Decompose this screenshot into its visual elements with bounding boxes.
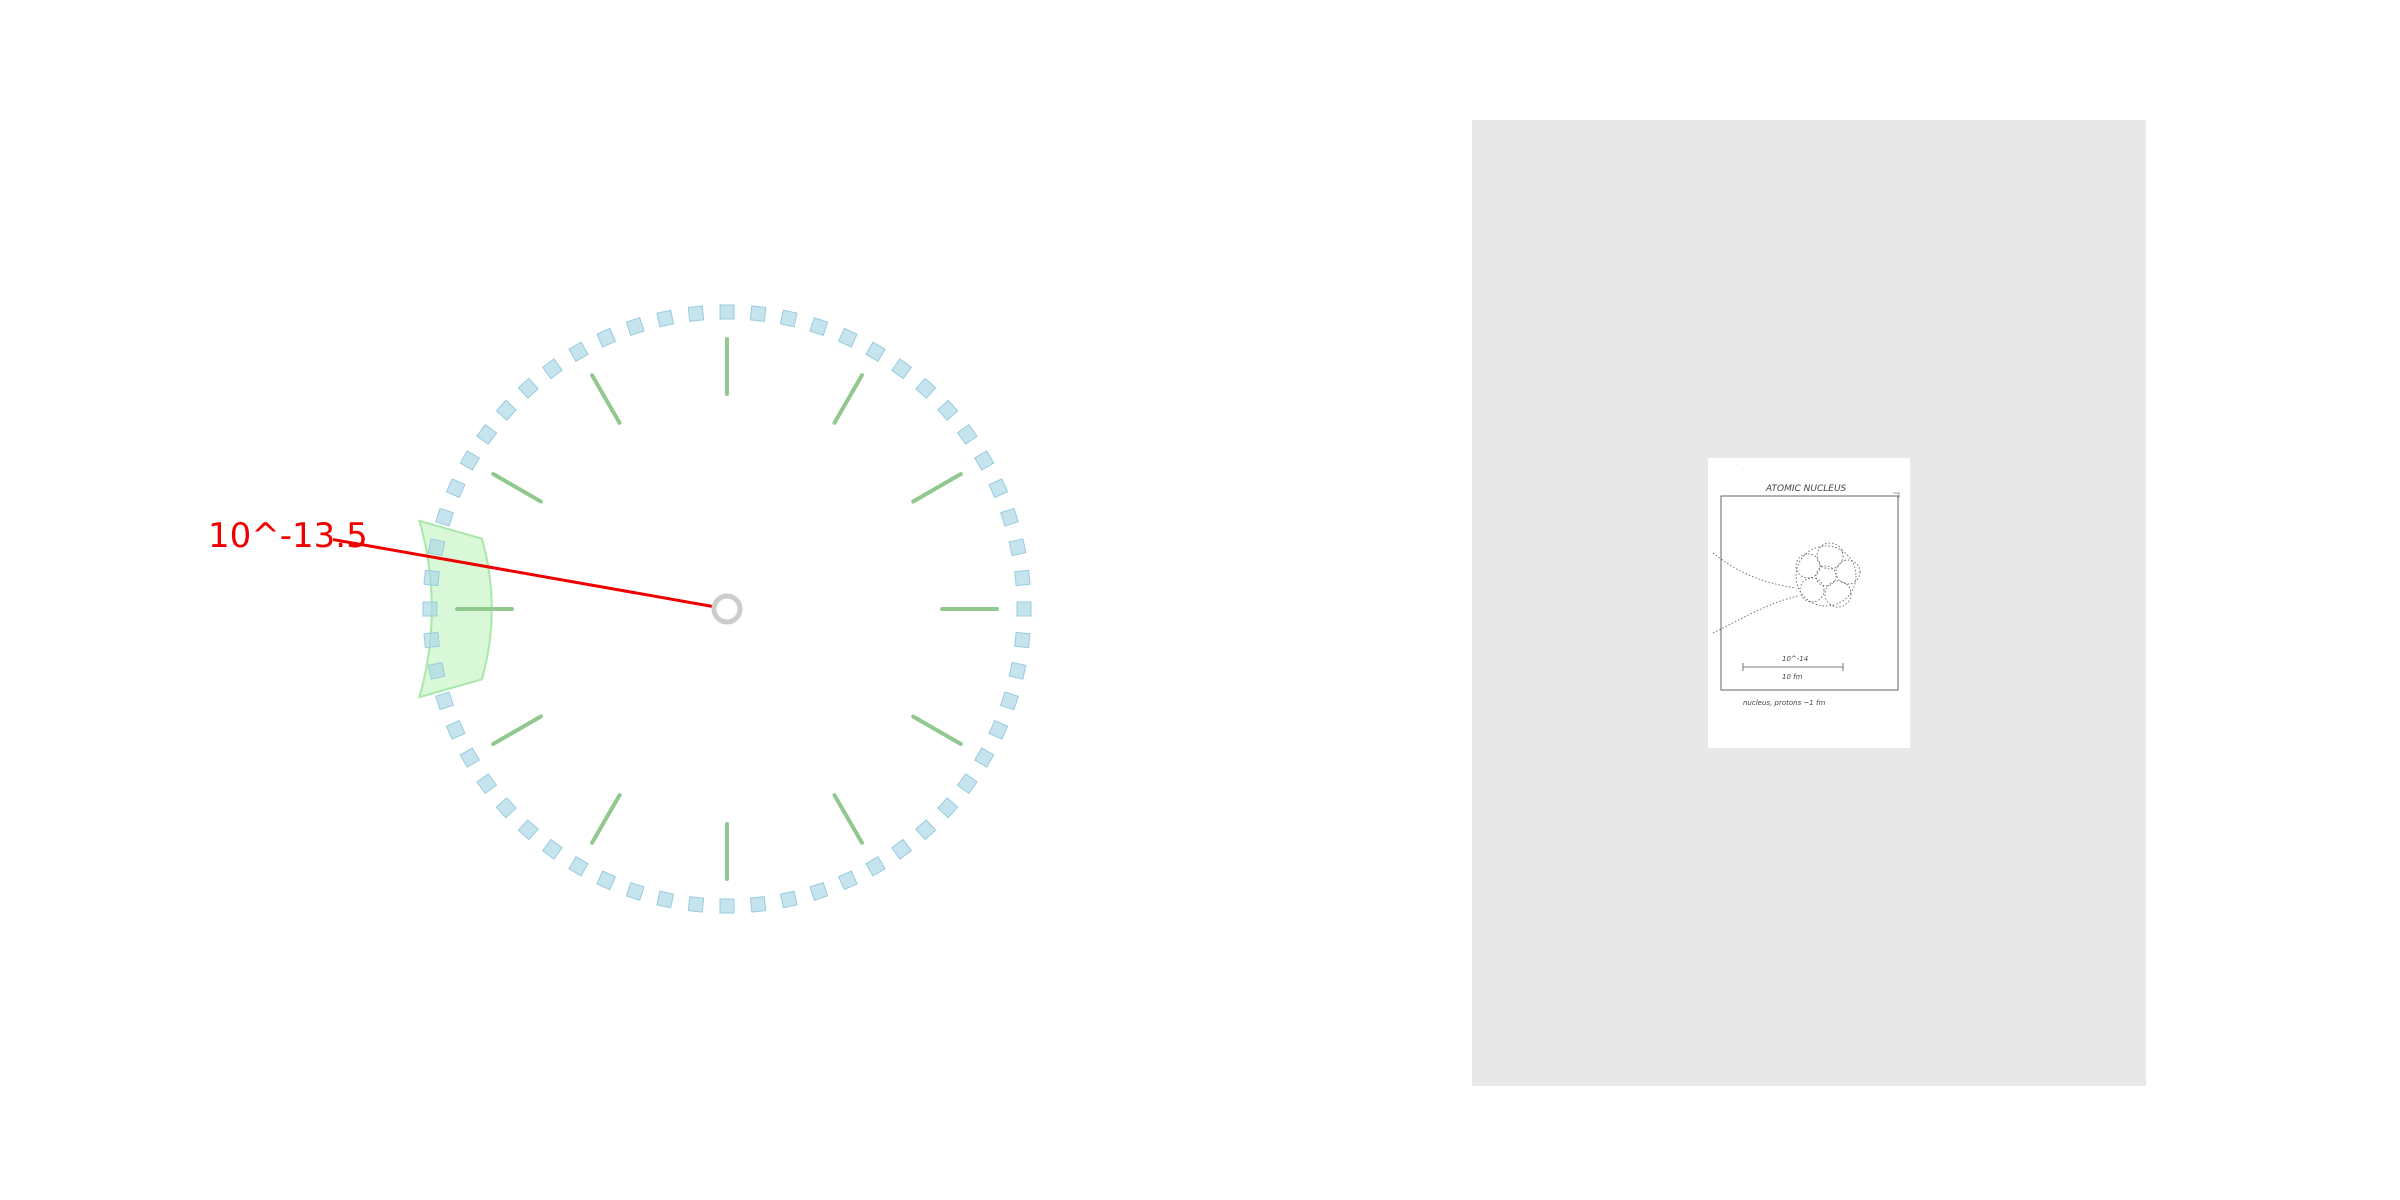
minor-tick [956,773,978,795]
minor-tick [937,399,959,421]
minor-tick [476,423,498,445]
minor-tick [656,309,675,328]
minor-tick [1014,631,1031,649]
minor-tick [476,773,498,795]
sketch-scale-label: 10 fm [1782,673,1803,681]
minor-tick [687,305,705,322]
sketch-margin-dot: · [1736,462,1738,468]
minor-tick [749,305,767,322]
minor-tick [1014,569,1031,587]
minor-tick [687,896,705,913]
minor-tick [422,601,438,617]
minor-tick [1008,661,1027,680]
minor-tick [891,358,913,380]
minor-tick [495,797,517,819]
log-scale-dial[interactable]: 10^-13.5 [0,0,1200,1200]
minor-tick [779,309,798,328]
minor-tick [459,450,481,471]
minor-tick [459,747,481,768]
dial-hub[interactable] [711,593,743,625]
major-tick [590,373,622,425]
minor-tick [625,882,645,901]
dial-pointer[interactable] [332,538,715,609]
minor-tick [435,691,454,711]
minor-tick [517,377,539,399]
minor-ticks [422,304,1032,914]
minor-tick [427,538,446,557]
minor-tick [779,890,798,909]
sketch-drawing: ATOMIC NUCLEUS 10^-14 [1712,462,1900,707]
minor-tick [568,341,589,363]
minor-tick [596,327,617,348]
minor-tick [568,855,589,877]
minor-tick [596,870,617,891]
scale-readout: 10^-13.5 [208,516,368,556]
major-tick [911,472,963,504]
minor-tick [656,890,675,909]
minor-tick [719,304,735,320]
minor-tick [423,569,440,587]
minor-tick [988,719,1009,740]
minor-tick [445,478,466,499]
major-tick [491,714,543,746]
minor-tick [423,631,440,649]
major-tick [911,714,963,746]
minor-tick [956,423,978,445]
sketch-scale-exponent: 10^-14 [1782,655,1808,663]
minor-tick [435,507,454,527]
minor-tick [1000,691,1019,711]
minor-tick [625,317,645,336]
minor-tick [915,377,937,399]
minor-tick [1008,538,1027,557]
minor-tick [541,838,563,860]
minor-tick [541,358,563,380]
minor-tick [865,855,886,877]
minor-tick [809,317,829,336]
image-viewer-panel: ATOMIC NUCLEUS 10^-14 [1472,120,2146,1086]
minor-tick [809,882,829,901]
scanned-sketch-page: ATOMIC NUCLEUS 10^-14 [1708,458,1910,748]
minor-tick [915,819,937,841]
major-tick [590,793,622,845]
minor-tick [937,797,959,819]
minor-tick [837,870,858,891]
major-tick [832,793,864,845]
minor-tick [865,341,886,363]
minor-tick [517,819,539,841]
minor-tick [1000,507,1019,527]
minor-tick [445,719,466,740]
minor-tick [837,327,858,348]
minor-tick [891,838,913,860]
major-tick [832,373,864,425]
sketch-title: ATOMIC NUCLEUS [1765,484,1847,494]
sketch-corner-mark [1893,492,1900,498]
nucleus-sketch [1712,542,1861,634]
major-ticks [455,337,999,881]
minor-tick [495,399,517,421]
minor-tick [749,896,767,913]
minor-tick [973,450,995,471]
minor-tick [427,661,446,680]
sketch-caption: nucleus, protons ~1 fm [1743,699,1825,707]
major-tick [491,472,543,504]
minor-tick [973,747,995,768]
minor-tick [988,478,1009,499]
minor-tick [1016,601,1032,617]
minor-tick [719,898,735,914]
sketch-frame [1720,495,1899,691]
